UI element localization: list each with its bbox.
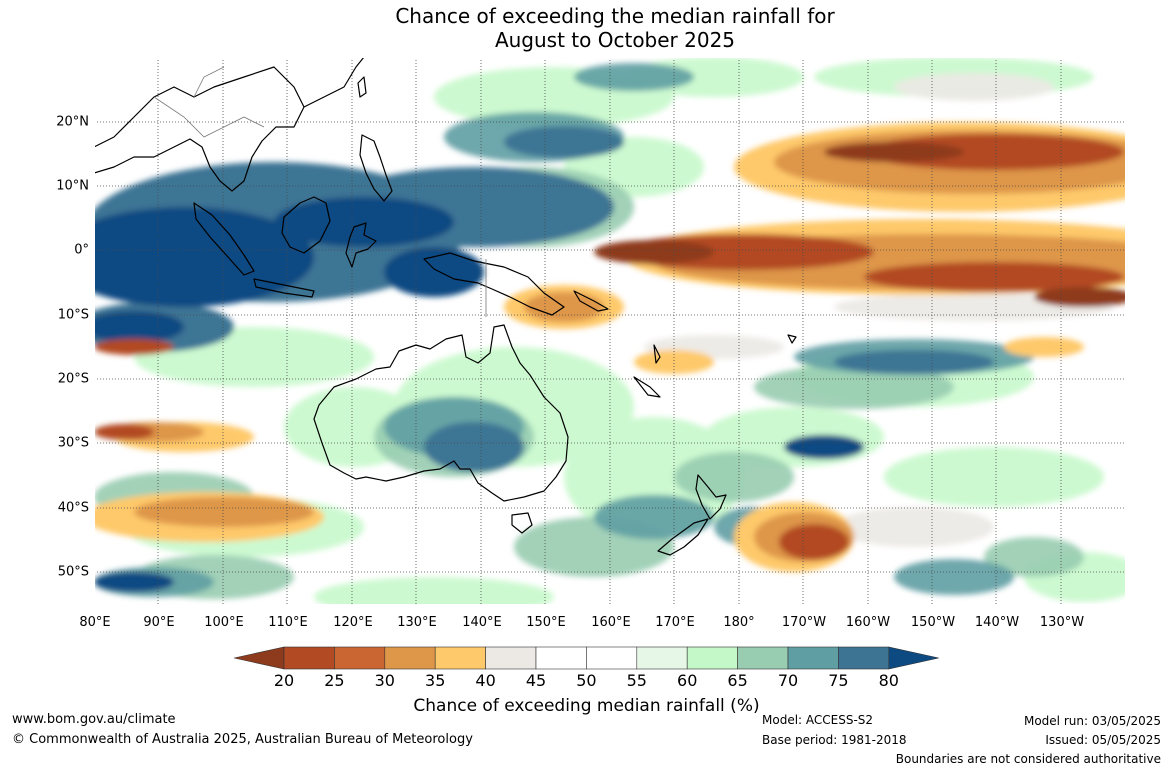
colorbar-cell (686, 646, 738, 670)
colorbar-label: Chance of exceeding median rainfall (%) (413, 696, 760, 716)
colorbar-tick-label: 65 (727, 671, 748, 690)
colorbar (234, 646, 939, 670)
colorbar-tick-label: 60 (677, 671, 698, 690)
lat-label-40s: 40°S (57, 500, 89, 516)
lon-label-150e: 150°E (526, 615, 566, 630)
tasmania-coastline (511, 512, 533, 534)
colorbar-tick-label: 40 (475, 671, 496, 690)
lat-label-50s: 50°S (57, 564, 89, 580)
lon-label-130w: 130°W (1039, 615, 1085, 630)
country-boundaries (153, 66, 487, 317)
colorbar-cell (535, 646, 587, 670)
sulawesi-coastline (345, 222, 377, 268)
base-period-text: Base period: 1981-2018 (762, 733, 907, 747)
lon-label-180: 180° (723, 615, 755, 630)
colorbar-tick-label: 20 (273, 671, 295, 690)
lon-label-170w: 170°W (781, 615, 827, 630)
model-text: Model: ACCESS-S2 (762, 713, 874, 727)
lon-label-140e: 140°E (462, 615, 502, 630)
new-caledonia-coastline (633, 376, 661, 398)
boundaries-disclaimer: Boundaries are not considered authoritat… (895, 752, 1161, 766)
borneo-coastline (281, 196, 331, 254)
lon-label-160w: 160°W (845, 615, 891, 630)
map-title: Chance of exceeding the median rainfall … (0, 4, 1173, 52)
title-line-1: Chance of exceeding the median rainfall … (395, 4, 835, 28)
lon-label-80e: 80°E (79, 615, 111, 630)
lon-label-90e: 90°E (143, 615, 175, 630)
sumatra-coastline (193, 202, 255, 276)
colorbar-cell (838, 646, 890, 670)
lat-label-equator: 0° (74, 242, 89, 258)
australia-coastline (313, 324, 569, 502)
vanuatu-coastline (653, 344, 661, 364)
lat-label-30s: 30°S (57, 435, 89, 451)
solomon-islands-coastline (573, 290, 609, 312)
colorbar-cell (636, 646, 688, 670)
colorbar-tick-label: 70 (777, 671, 799, 690)
rainfall-probability-map (94, 57, 1126, 605)
lat-label-10n: 10°N (56, 178, 89, 194)
lon-label-100e: 100°E (204, 615, 244, 630)
lon-label-160e: 160°E (591, 615, 631, 630)
new-zealand-north-coastline (695, 474, 727, 520)
lon-label-130e: 130°E (397, 615, 437, 630)
colorbar-cell (787, 646, 839, 670)
lon-label-170e: 170°E (655, 615, 695, 630)
colorbar-cell (485, 646, 537, 670)
colorbar-cell (737, 646, 789, 670)
model-run-text: Model run: 03/05/2025 (1023, 714, 1161, 728)
colorbar-extension-low (234, 646, 285, 670)
lon-label-140w: 140°W (974, 615, 1020, 630)
new-guinea-coastline (423, 252, 565, 316)
lat-label-20s: 20°S (57, 371, 89, 387)
website-text: www.bom.gov.au/climate (12, 712, 176, 727)
fiji-coastline (787, 334, 797, 344)
asia-north-coastline (303, 57, 365, 108)
colorbar-cell (586, 646, 638, 670)
new-zealand-south-coastline (657, 518, 709, 556)
coastlines (94, 57, 797, 556)
lon-label-150w: 150°W (910, 615, 956, 630)
asia-mainland-coastline (94, 66, 305, 192)
colorbar-tick-label: 80 (878, 671, 899, 690)
lat-label-10s: 10°S (57, 307, 89, 323)
colorbar-tick-label: 30 (374, 671, 395, 690)
colorbar-extension-high (888, 646, 939, 670)
colorbar-tick-label: 75 (828, 671, 849, 690)
colorbar-cell (334, 646, 386, 670)
map-svg (94, 57, 1126, 605)
lon-label-110e: 110°E (268, 615, 308, 630)
graticule (94, 57, 1126, 605)
colorbar-cell (384, 646, 436, 670)
title-line-2: August to October 2025 (494, 28, 736, 52)
probability-field (94, 57, 1126, 605)
copyright-text: © Commonwealth of Australia 2025, Austra… (12, 732, 473, 747)
colorbar-cell (283, 646, 335, 670)
colorbar-tick-label: 50 (576, 671, 597, 690)
lon-label-120e: 120°E (333, 615, 373, 630)
colorbar-tick-label: 55 (626, 671, 647, 690)
issued-text: Issued: 05/05/2025 (1045, 733, 1161, 747)
colorbar-tick-label: 25 (324, 671, 345, 690)
lat-label-20n: 20°N (56, 114, 89, 130)
java-coastline (253, 278, 315, 298)
colorbar-cell (434, 646, 486, 670)
colorbar-tick-label: 45 (525, 671, 547, 690)
philippines-coastline (359, 134, 393, 202)
taiwan-coastline (357, 76, 367, 98)
colorbar-tick-label: 35 (425, 671, 446, 690)
